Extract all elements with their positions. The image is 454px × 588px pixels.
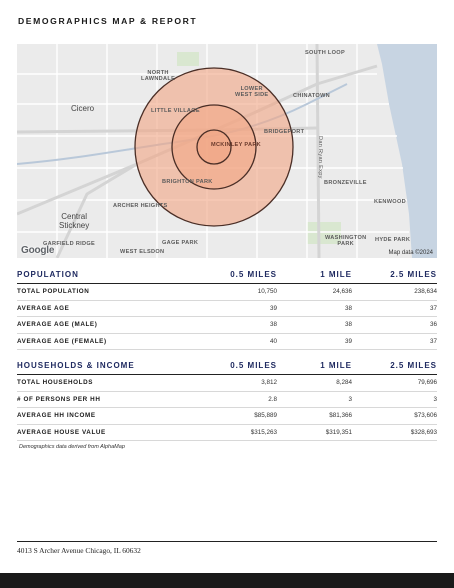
map-label-mckinley-park: MCKINLEY PARK (211, 142, 261, 148)
row-label: AVERAGE AGE (17, 300, 192, 317)
map-label-cicero: Cicero (71, 104, 95, 113)
map-graphic (17, 44, 437, 258)
cell-value: $85,889 (192, 407, 277, 425)
map-label-lower-west-side: LOWER WEST SIDE (235, 86, 269, 99)
row-label: TOTAL HOUSEHOLDS (17, 374, 192, 392)
footer-bar (0, 573, 454, 588)
data-source-note: Demographics data derived from AlphaMap (19, 444, 125, 450)
table-row: AVERAGE AGE 39 38 37 (17, 300, 437, 317)
row-label: # OF PERSONS PER HH (17, 391, 192, 408)
column-header-2-5-miles: 2.5 MILES (352, 270, 437, 284)
row-label: AVERAGE HH INCOME (17, 407, 192, 425)
cell-value: 10,750 (192, 283, 277, 301)
cell-value: 39 (277, 333, 352, 350)
table-row: TOTAL POPULATION 10,750 24,636 238,634 (17, 283, 437, 301)
map-label-chinatown: CHINATOWN (293, 93, 330, 99)
cell-value: $315,263 (192, 424, 277, 441)
column-header-2-5-miles: 2.5 MILES (352, 361, 437, 375)
footer-divider (17, 541, 437, 542)
column-header-0-5-miles: 0.5 MILES (192, 270, 277, 284)
cell-value: $319,351 (277, 424, 352, 441)
cell-value: $73,606 (352, 407, 437, 425)
map-label-central-stickney: Central Stickney (59, 212, 90, 231)
ring-0-5-miles (196, 129, 232, 165)
google-logo[interactable]: Google (21, 245, 55, 256)
map-label-expressway: Dan Ryan Expy (317, 136, 323, 179)
population-header-row: POPULATION 0.5 MILES 1 MILE 2.5 MILES (17, 270, 437, 284)
row-label: AVERAGE AGE (FEMALE) (17, 333, 192, 350)
map-label-bronzeville: BRONZEVILLE (324, 180, 367, 186)
cell-value: 8,284 (277, 374, 352, 392)
cell-value: 36 (352, 316, 437, 334)
households-table: HOUSEHOLDS & INCOME 0.5 MILES 1 MILE 2.5… (17, 361, 437, 441)
lake-michigan (377, 44, 437, 258)
row-label: AVERAGE AGE (MALE) (17, 316, 192, 334)
cell-value: 24,636 (277, 283, 352, 301)
cell-value: 37 (352, 300, 437, 317)
property-address: 4013 S Archer Avenue Chicago, IL 60632 (17, 546, 141, 555)
park-area (307, 222, 341, 244)
map-label-archer-heights: ARCHER HEIGHTS (113, 203, 168, 209)
map-label-brighton-park: BRIGHTON PARK (162, 179, 213, 185)
cell-value: 3,812 (192, 374, 277, 392)
map-label-washington-park: WASHINGTON PARK (325, 235, 367, 248)
cell-value: 3 (352, 391, 437, 408)
map-label-west-elsdon: WEST ELSDON (120, 249, 165, 255)
page-title: DEMOGRAPHICS MAP & REPORT (18, 16, 198, 26)
table-row: AVERAGE AGE (MALE) 38 38 36 (17, 316, 437, 334)
cell-value: $81,366 (277, 407, 352, 425)
table-row: AVERAGE HOUSE VALUE $315,263 $319,351 $3… (17, 424, 437, 441)
demographics-map[interactable]: SOUTH LOOP NORTH LAWNDALE LOWER WEST SID… (17, 44, 437, 258)
map-label-little-village: LITTLE VILLAGE (151, 108, 200, 114)
cell-value: 39 (192, 300, 277, 317)
cell-value: 79,696 (352, 374, 437, 392)
households-header-row: HOUSEHOLDS & INCOME 0.5 MILES 1 MILE 2.5… (17, 361, 437, 375)
column-header-1-mile: 1 MILE (277, 361, 352, 375)
map-label-bridgeport: BRIDGEPORT (264, 129, 305, 135)
table-row: # OF PERSONS PER HH 2.8 3 3 (17, 391, 437, 408)
row-label: AVERAGE HOUSE VALUE (17, 424, 192, 441)
map-label-south-loop: SOUTH LOOP (305, 50, 345, 56)
row-label: TOTAL POPULATION (17, 283, 192, 301)
park-area (177, 52, 199, 66)
table-row: AVERAGE AGE (FEMALE) 40 39 37 (17, 333, 437, 350)
map-label-hyde-park: HYDE PARK (375, 237, 411, 243)
column-header-0-5-miles: 0.5 MILES (192, 361, 277, 375)
cell-value: 38 (277, 316, 352, 334)
map-credit[interactable]: Map data ©2024 (388, 250, 433, 256)
cell-value: 3 (277, 391, 352, 408)
cell-value: 40 (192, 333, 277, 350)
cell-value: 2.8 (192, 391, 277, 408)
map-label-kenwood: KENWOOD (374, 199, 406, 205)
cell-value: 38 (277, 300, 352, 317)
column-header-1-mile: 1 MILE (277, 270, 352, 284)
population-heading: POPULATION (17, 270, 192, 284)
map-label-north-lawndale: NORTH LAWNDALE (141, 70, 176, 83)
cell-value: 38 (192, 316, 277, 334)
population-table: POPULATION 0.5 MILES 1 MILE 2.5 MILES TO… (17, 270, 437, 350)
map-label-gage-park: GAGE PARK (162, 240, 199, 246)
map-label-garfield-ridge: GARFIELD RIDGE (43, 241, 96, 247)
cell-value: 238,634 (352, 283, 437, 301)
cell-value: $328,693 (352, 424, 437, 441)
households-heading: HOUSEHOLDS & INCOME (17, 361, 192, 375)
table-row: TOTAL HOUSEHOLDS 3,812 8,284 79,696 (17, 374, 437, 392)
cell-value: 37 (352, 333, 437, 350)
table-row: AVERAGE HH INCOME $85,889 $81,366 $73,60… (17, 407, 437, 425)
